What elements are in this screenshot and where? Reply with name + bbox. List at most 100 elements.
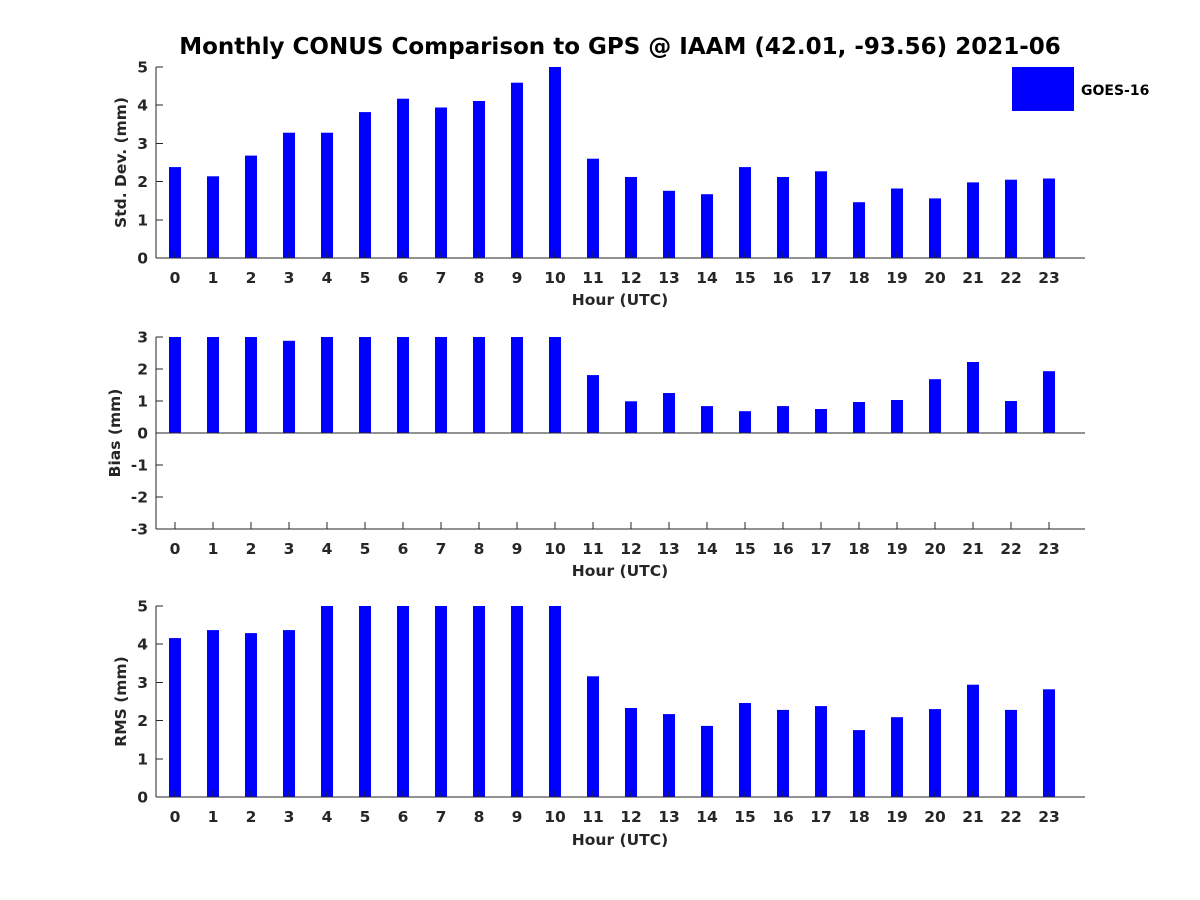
bias-x-axis-label: Hour (UTC) — [572, 562, 668, 580]
bias-xtick-label: 8 — [474, 540, 485, 558]
std-dev-ytick-label: 5 — [137, 59, 148, 77]
std-dev-xtick-label: 22 — [1000, 269, 1022, 287]
std-dev-xtick-label: 0 — [170, 269, 181, 287]
std-dev-bar-5 — [359, 112, 371, 258]
bias-bar-4 — [321, 337, 333, 433]
bias-bar-21 — [967, 362, 979, 433]
bias-xtick-label: 19 — [886, 540, 908, 558]
rms-bar-6 — [397, 606, 409, 797]
rms-bar-7 — [435, 606, 447, 797]
rms-bar-9 — [511, 606, 523, 797]
bias-bar-2 — [245, 337, 257, 433]
legend-swatch — [1012, 67, 1074, 111]
bias-xtick-label: 7 — [436, 540, 447, 558]
rms-xtick-label: 18 — [848, 808, 870, 826]
rms-xtick-label: 7 — [436, 808, 447, 826]
std-dev-xtick-label: 10 — [544, 269, 566, 287]
std-dev-bar-0 — [169, 167, 181, 258]
std-dev-xtick-label: 13 — [658, 269, 680, 287]
bias-xtick-label: 11 — [582, 540, 604, 558]
std-dev-ytick-label: 0 — [137, 250, 148, 268]
bias-xtick-label: 12 — [620, 540, 642, 558]
rms-ytick-label: 3 — [137, 674, 148, 692]
std-dev-ytick-label: 4 — [137, 97, 148, 115]
rms-xtick-label: 22 — [1000, 808, 1022, 826]
std-dev-bar-13 — [663, 190, 675, 258]
std-dev-bar-17 — [815, 171, 827, 258]
rms-ytick-label: 5 — [137, 598, 148, 616]
bias-ytick-label: -2 — [131, 489, 148, 507]
legend-label: GOES-16 — [1081, 83, 1149, 99]
bias-bar-20 — [929, 379, 941, 433]
bias-xtick-label: 1 — [208, 540, 219, 558]
bias-ytick-label: 0 — [137, 425, 148, 443]
rms-bar-10 — [549, 606, 561, 797]
bias-xtick-label: 23 — [1038, 540, 1060, 558]
std-dev-bar-20 — [929, 198, 941, 258]
std-dev-bar-15 — [739, 167, 751, 258]
bias-bar-11 — [587, 375, 599, 433]
std-dev-xtick-label: 18 — [848, 269, 870, 287]
rms-xtick-label: 6 — [398, 808, 409, 826]
std-dev-bar-11 — [587, 158, 599, 258]
bias-xtick-label: 20 — [924, 540, 946, 558]
bias-bar-7 — [435, 337, 447, 433]
std-dev-bar-19 — [891, 188, 903, 258]
std-dev-xtick-label: 3 — [284, 269, 295, 287]
std-dev-xtick-label: 16 — [772, 269, 794, 287]
rms-bar-17 — [815, 706, 827, 797]
rms-ytick-label: 1 — [137, 750, 148, 768]
std-dev-bar-6 — [397, 98, 409, 258]
std-dev-xtick-label: 2 — [246, 269, 257, 287]
bias-xtick-label: 16 — [772, 540, 794, 558]
bias-bar-12 — [625, 401, 637, 433]
bias-bar-15 — [739, 411, 751, 433]
bias-xtick-label: 21 — [962, 540, 984, 558]
bias-xtick-label: 18 — [848, 540, 870, 558]
bias-bar-1 — [207, 337, 219, 433]
rms-xtick-label: 16 — [772, 808, 794, 826]
rms-bar-22 — [1005, 709, 1017, 797]
rms-xtick-label: 21 — [962, 808, 984, 826]
bias-xtick-label: 9 — [512, 540, 523, 558]
rms-xtick-label: 3 — [284, 808, 295, 826]
bias-bar-16 — [777, 406, 789, 433]
std-dev-xtick-label: 14 — [696, 269, 718, 287]
bias-bar-14 — [701, 406, 713, 433]
rms-xtick-label: 15 — [734, 808, 756, 826]
bias-bar-23 — [1043, 371, 1055, 433]
bias-xtick-label: 22 — [1000, 540, 1022, 558]
bias-xtick-label: 14 — [696, 540, 718, 558]
rms-bar-19 — [891, 717, 903, 797]
bias-xtick-label: 2 — [246, 540, 257, 558]
rms-bar-16 — [777, 709, 789, 797]
std-dev-ytick-label: 3 — [137, 135, 148, 153]
bias-xtick-label: 10 — [544, 540, 566, 558]
std-dev-ytick-label: 1 — [137, 211, 148, 229]
bias-bar-3 — [283, 340, 295, 433]
std-dev-bar-8 — [473, 101, 485, 258]
rms-xtick-label: 20 — [924, 808, 946, 826]
rms-xtick-label: 12 — [620, 808, 642, 826]
std-dev-bar-16 — [777, 177, 789, 258]
bias-xtick-label: 4 — [322, 540, 333, 558]
bias-xtick-label: 0 — [170, 540, 181, 558]
bias-bar-10 — [549, 337, 561, 433]
rms-bar-21 — [967, 684, 979, 797]
rms-bar-13 — [663, 714, 675, 797]
std-dev-bar-14 — [701, 194, 713, 258]
std-dev-bar-18 — [853, 202, 865, 258]
rms-bar-0 — [169, 638, 181, 797]
rms-xtick-label: 11 — [582, 808, 604, 826]
std-dev-bar-4 — [321, 132, 333, 258]
std-dev-xtick-label: 7 — [436, 269, 447, 287]
bias-xtick-label: 3 — [284, 540, 295, 558]
rms-xtick-label: 4 — [322, 808, 333, 826]
bias-bar-19 — [891, 400, 903, 433]
rms-xtick-label: 8 — [474, 808, 485, 826]
bias-bar-5 — [359, 337, 371, 433]
